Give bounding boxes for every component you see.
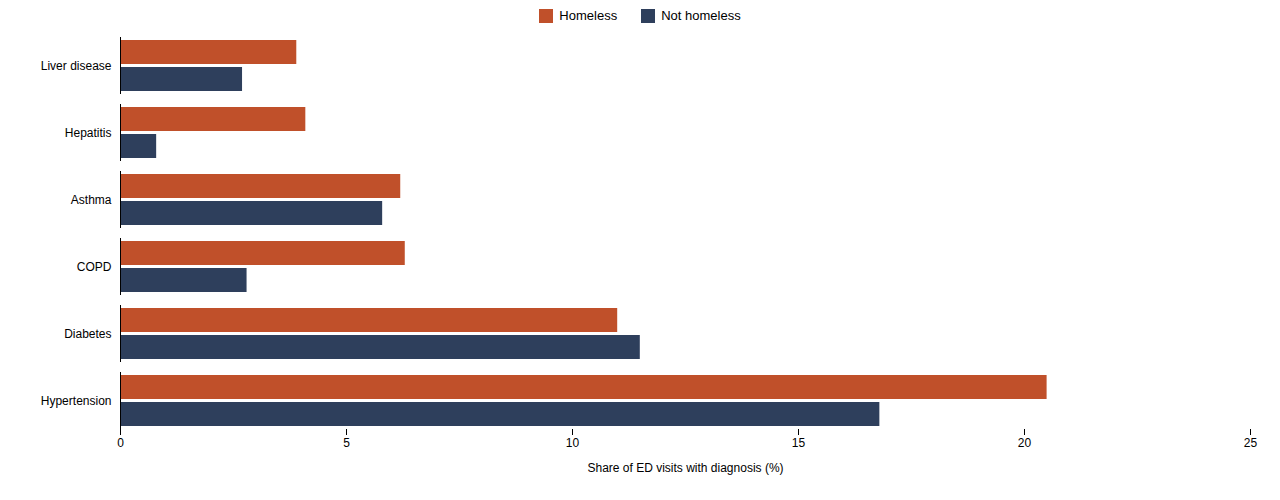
svg-text:20: 20 — [1018, 436, 1032, 450]
html-text:Not homeless: Not homeless — [661, 8, 741, 23]
svg-text:5: 5 — [343, 436, 350, 450]
svg-text:15: 15 — [792, 436, 806, 450]
svg-text:Hepatitis: Hepatitis — [65, 126, 112, 140]
svg-text:Hypertension: Hypertension — [41, 394, 112, 408]
svg-text:25: 25 — [1244, 436, 1258, 450]
svg-text:Diabetes: Diabetes — [64, 327, 111, 341]
svg-text:COPD: COPD — [77, 260, 112, 274]
svg-text:0: 0 — [117, 436, 124, 450]
svg-text:10: 10 — [566, 436, 580, 450]
svg-text:Share of ED visits with diagno: Share of ED visits with diagnosis (%) — [587, 461, 783, 475]
html-text:Homeless: Homeless — [559, 8, 618, 23]
svg-text:Liver disease: Liver disease — [41, 59, 112, 73]
svg-text:Asthma: Asthma — [71, 193, 112, 207]
